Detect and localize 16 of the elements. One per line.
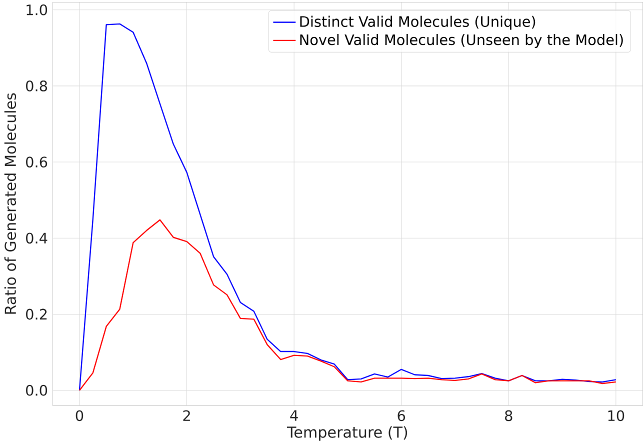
- y-tick-label: 0.0: [26, 384, 48, 396]
- legend-label: Distinct Valid Molecules (Unique): [300, 16, 536, 30]
- x-tick-label: 10: [608, 410, 624, 422]
- x-tick-label: 4: [290, 410, 298, 421]
- y-tick-label: 0.2: [26, 308, 47, 320]
- x-tick-label: 2: [183, 410, 190, 421]
- y-tick-label: 0.8: [26, 80, 48, 92]
- y-tick-label: 0.6: [26, 156, 48, 168]
- y-axis-title: Ratio of Generated Molecules: [4, 93, 16, 314]
- x-tick-label: 0: [76, 410, 84, 422]
- x-tick-label: 6: [398, 410, 406, 422]
- y-tick-label: 0.4: [26, 232, 48, 244]
- y-tick-label: 1.0: [26, 4, 48, 16]
- legend-label: Novel Valid Molecules (Unseen by the Model): [300, 34, 623, 48]
- x-axis-title: Temperature (T): [286, 426, 408, 441]
- x-tick-label: 8: [505, 410, 512, 422]
